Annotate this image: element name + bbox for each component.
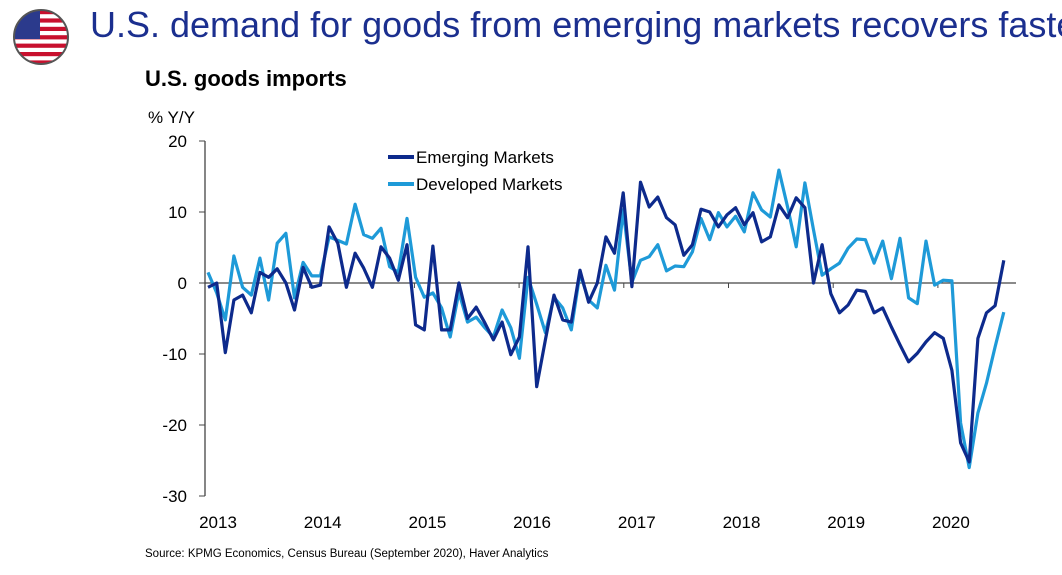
x-tick-label: 2017 bbox=[618, 513, 656, 532]
y-tick-label: -10 bbox=[162, 345, 187, 364]
x-tick-label: 2020 bbox=[932, 513, 970, 532]
x-tick-label: 2014 bbox=[304, 513, 342, 532]
source-note: Source: KPMG Economics, Census Bureau (S… bbox=[145, 548, 549, 560]
y-tick-label: 0 bbox=[178, 274, 187, 293]
x-tick-label: 2016 bbox=[513, 513, 551, 532]
legend-label-emerging: Emerging Markets bbox=[416, 148, 554, 167]
y-tick-label: -30 bbox=[162, 487, 187, 506]
series-line-developed-markets bbox=[206, 168, 1006, 470]
series-line-emerging-markets bbox=[207, 180, 1006, 464]
us-flag-icon bbox=[13, 9, 69, 65]
y-tick-label: 10 bbox=[168, 203, 187, 222]
legend: Emerging Markets Developed Markets bbox=[388, 148, 562, 194]
x-tick-label: 2015 bbox=[408, 513, 446, 532]
chart-title: U.S. goods imports bbox=[145, 66, 347, 91]
x-tick-label: 2018 bbox=[723, 513, 761, 532]
page-title: U.S. demand for goods from emerging mark… bbox=[90, 4, 1062, 45]
x-tick-label: 2013 bbox=[199, 513, 237, 532]
y-tick-label: -20 bbox=[162, 416, 187, 435]
legend-label-developed: Developed Markets bbox=[416, 175, 562, 194]
x-tick-label: 2019 bbox=[827, 513, 865, 532]
y-tick-label: 20 bbox=[168, 132, 187, 151]
y-axis-label: % Y/Y bbox=[148, 108, 195, 127]
